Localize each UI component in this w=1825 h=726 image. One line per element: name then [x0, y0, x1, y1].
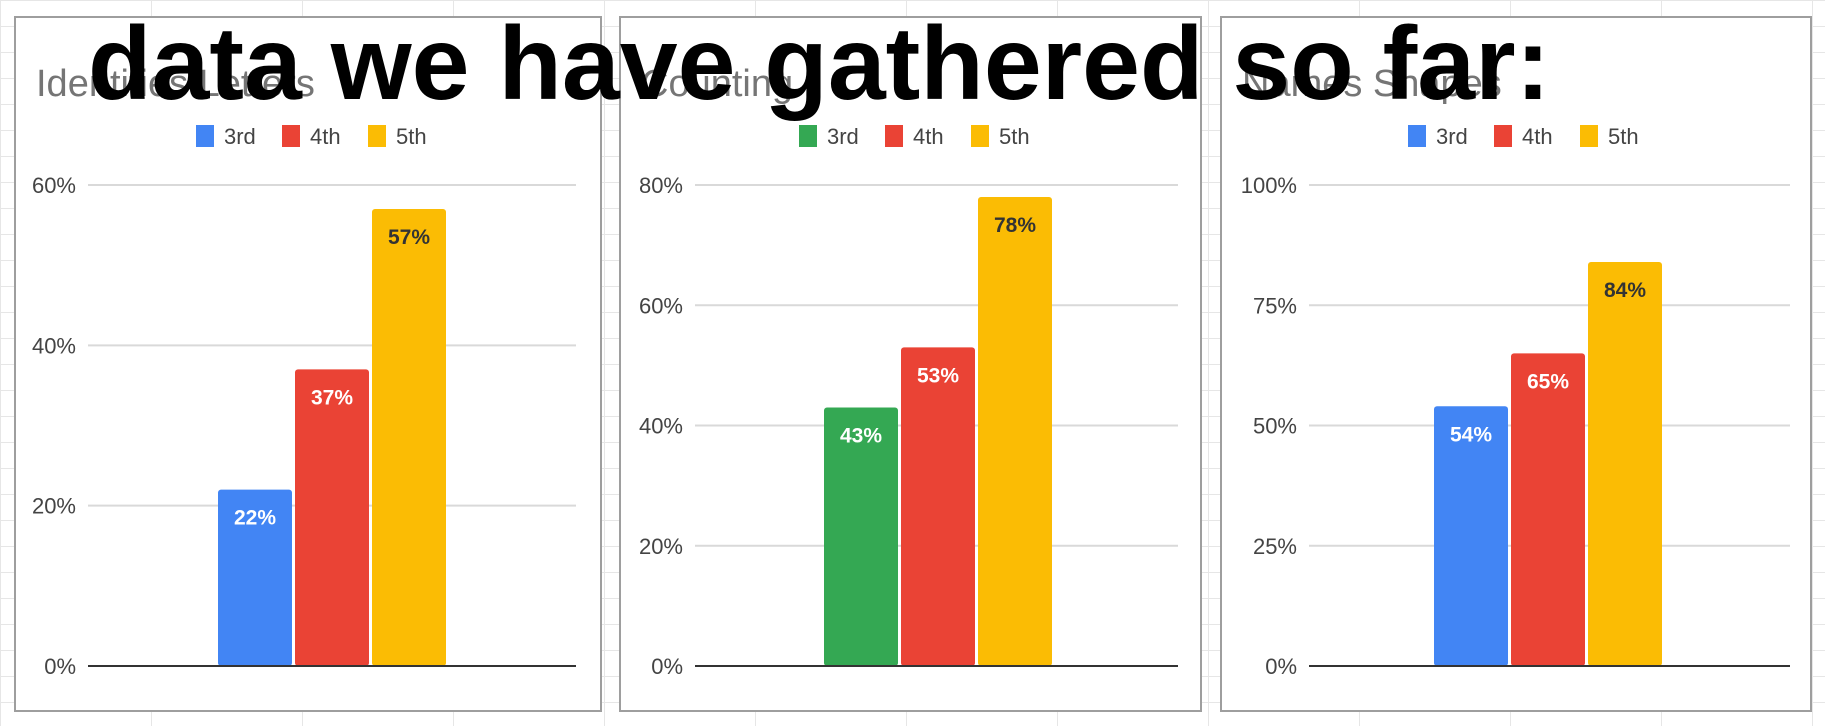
chart-panel-identifies-letters: Identifies Letters 3rd 4th 5th 0% 20% 40% 60% 22…: [14, 16, 602, 712]
chart-names-shapes: Names Shapes 3rd 4th 5th 0% 25% 50% 75% 100% 54% 6…: [1241, 63, 1790, 679]
y-tick-label: 75%: [1253, 293, 1297, 318]
legend-label-3rd: 3rd: [224, 124, 256, 149]
y-tick-label: 60%: [32, 173, 76, 198]
y-tick-label: 60%: [639, 293, 683, 318]
legend-label-3rd: 3rd: [1436, 124, 1468, 149]
bar-4th: [1511, 353, 1585, 666]
legend-swatch-3rd: [1408, 125, 1426, 147]
y-tick-label: 80%: [639, 173, 683, 198]
data-label-5th: 78%: [994, 214, 1036, 237]
legend-swatch-3rd: [799, 125, 817, 147]
y-tick-label: 40%: [32, 333, 76, 358]
legend-swatch-4th: [885, 125, 903, 147]
data-label-3rd: 54%: [1450, 423, 1492, 446]
y-tick-label: 25%: [1253, 534, 1297, 559]
y-tick-label: 40%: [639, 414, 683, 439]
legend-swatch-5th: [971, 125, 989, 147]
y-tick-label: 100%: [1241, 173, 1297, 198]
legend-swatch-4th: [282, 125, 300, 147]
chart-identifies-letters: Identifies Letters 3rd 4th 5th 0% 20% 40% 60% 22…: [32, 63, 576, 679]
legend-swatch-5th: [368, 125, 386, 147]
legend-swatch-5th: [1580, 125, 1598, 147]
y-tick-label: 50%: [1253, 414, 1297, 439]
chart-counting: Counting 3rd 4th 5th 0% 20% 40% 60% 80% 43% 53% 78%: [639, 63, 1178, 679]
legend-label-5th: 5th: [999, 124, 1030, 149]
chart-title: Identifies Letters: [36, 63, 315, 105]
y-tick-label: 0%: [651, 654, 683, 679]
y-tick-label: 0%: [44, 654, 76, 679]
chart-title: Counting: [641, 63, 793, 105]
legend-label-4th: 4th: [310, 124, 341, 149]
chart-panel-names-shapes: Names Shapes 3rd 4th 5th 0% 25% 50% 75% 100% 54% 6…: [1220, 16, 1812, 712]
data-label-4th: 65%: [1527, 370, 1569, 393]
bar-4th: [295, 369, 369, 666]
data-label-4th: 37%: [311, 386, 353, 409]
legend-swatch-4th: [1494, 125, 1512, 147]
y-tick-label: 0%: [1265, 654, 1297, 679]
legend-label-3rd: 3rd: [827, 124, 859, 149]
bar-3rd: [218, 489, 292, 666]
chart-panel-counting: Counting 3rd 4th 5th 0% 20% 40% 60% 80% 43% 53% 78%: [619, 16, 1202, 712]
bar-3rd: [824, 407, 898, 666]
bar-5th: [372, 209, 446, 667]
bar-3rd: [1434, 406, 1508, 666]
data-label-5th: 84%: [1604, 279, 1646, 302]
data-label-5th: 57%: [388, 226, 430, 249]
legend-label-5th: 5th: [1608, 124, 1639, 149]
legend-label-5th: 5th: [396, 124, 427, 149]
y-tick-label: 20%: [32, 494, 76, 519]
bar-4th: [901, 347, 975, 666]
legend-label-4th: 4th: [913, 124, 944, 149]
data-label-3rd: 43%: [840, 424, 882, 447]
overlay-heading: data we have gathered so far:: [88, 6, 1551, 122]
y-tick-label: 20%: [639, 534, 683, 559]
legend-swatch-3rd: [196, 125, 214, 147]
chart-title: Names Shapes: [1242, 63, 1502, 105]
data-label-4th: 53%: [917, 364, 959, 387]
data-label-3rd: 22%: [234, 507, 276, 530]
legend-label-4th: 4th: [1522, 124, 1553, 149]
bar-5th: [1588, 261, 1662, 666]
bar-5th: [978, 197, 1052, 666]
